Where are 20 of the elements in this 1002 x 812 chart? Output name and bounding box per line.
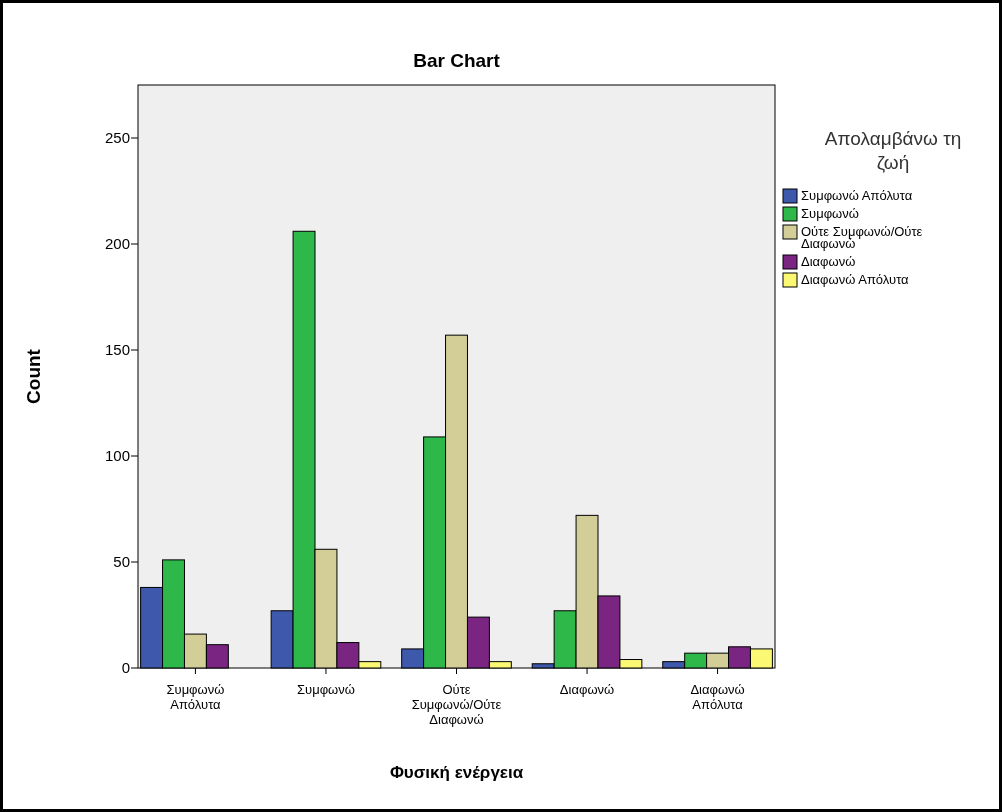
legend-label: Διαφωνώ Απόλυτα — [801, 272, 910, 287]
y-tick-label: 250 — [104, 129, 130, 147]
x-tick-label: Συμφωνώ — [297, 682, 355, 697]
y-tick-label: 0 — [121, 659, 130, 677]
y-tick-label: 200 — [104, 235, 130, 253]
x-tick-label: Ούτε Συμφωνώ/Ούτε Διαφωνώ — [411, 682, 502, 727]
x-tick-label: Συμφωνώ Απόλυτα — [166, 682, 225, 712]
x-tick-label: Διαφωνώ Απόλυτα — [690, 682, 745, 712]
x-axis-title: Φυσική ενέργεια — [389, 763, 524, 782]
x-tick-label: Διαφωνώ — [559, 682, 615, 697]
y-tick-label: 100 — [104, 447, 130, 465]
y-tick-label: 150 — [104, 341, 130, 359]
legend-label: Διαφωνώ — [801, 254, 856, 269]
chart-title: Bar Chart — [413, 50, 501, 71]
y-tick-label: 50 — [113, 553, 130, 571]
y-axis-title: Count — [23, 348, 44, 404]
legend-label: Συμφωνώ Απόλυτα — [801, 188, 913, 203]
legend-label: Συμφωνώ — [801, 206, 859, 221]
legend-title: Απολαμβάνω τη ζωή — [824, 128, 962, 173]
legend-label: Ούτε Συμφωνώ/Ούτε Διαφωνώ — [801, 224, 923, 251]
